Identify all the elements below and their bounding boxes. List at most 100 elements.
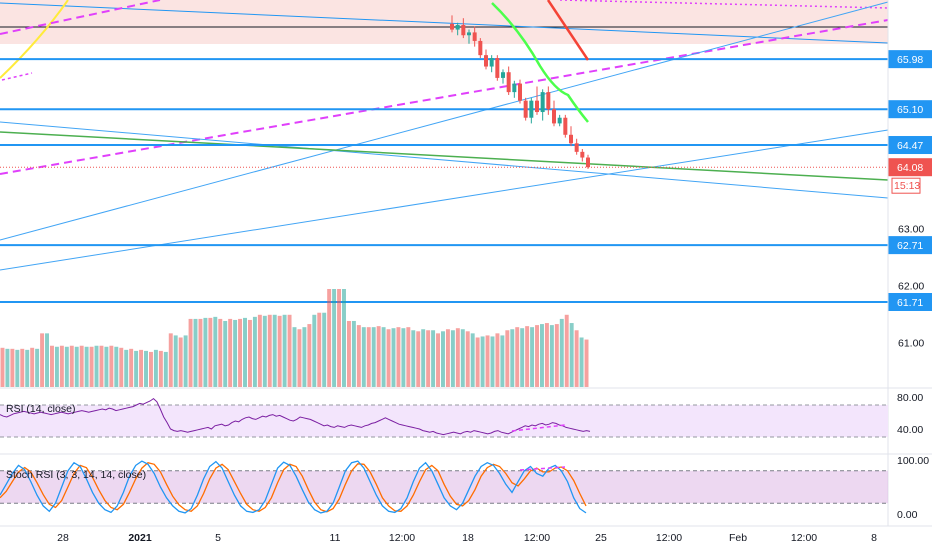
volume-bar <box>203 317 208 387</box>
time-tick-label: 12:00 <box>389 532 415 544</box>
blue-ray-2[interactable] <box>0 129 889 271</box>
volume-bar <box>396 327 401 387</box>
volume-bar <box>5 348 10 387</box>
stoch-d-line[interactable] <box>0 461 587 513</box>
volume-bar <box>465 331 470 387</box>
candle[interactable] <box>580 149 585 162</box>
candle[interactable] <box>523 97 528 121</box>
volume-bar <box>193 318 198 387</box>
volume-bar <box>426 330 431 387</box>
price-pane[interactable] <box>0 0 889 387</box>
stoch-k-line[interactable] <box>0 460 587 514</box>
zone-trendline[interactable] <box>0 2 889 44</box>
candle-body <box>455 25 460 30</box>
blue-ray-1[interactable] <box>0 1 889 241</box>
candle-body <box>563 117 568 135</box>
volume-bar <box>584 339 589 387</box>
candle[interactable] <box>569 126 573 147</box>
volume-bar <box>153 349 158 387</box>
candle-body <box>546 92 551 110</box>
magenta-dashed-stub[interactable] <box>1 72 33 81</box>
volume-bar <box>277 315 282 387</box>
magenta-dashed-upper[interactable] <box>0 0 161 35</box>
rsi-line[interactable] <box>0 397 591 436</box>
candle-body <box>574 143 579 152</box>
rsi-pane[interactable]: RSI (14, close) 80.00 40.00 <box>0 392 923 438</box>
volume-bar <box>510 329 515 387</box>
rsi-divergence-line[interactable] <box>511 424 566 432</box>
ema-red-line[interactable] <box>546 0 590 61</box>
volume-histogram <box>0 289 589 387</box>
candle[interactable] <box>506 66 511 95</box>
candle-body <box>506 72 511 93</box>
volume-bar <box>208 317 213 387</box>
candle[interactable] <box>574 138 579 155</box>
time-axis[interactable]: 28 2021 5 11 12:00 18 12:00 25 12:00 Feb 12:00 8 <box>57 532 877 544</box>
volume-bar <box>267 314 272 387</box>
level-tag-label: 65.10 <box>897 104 923 116</box>
candle[interactable] <box>540 89 545 121</box>
volume-bar <box>322 312 327 387</box>
candle[interactable] <box>586 154 590 169</box>
stoch-divergence-line[interactable] <box>519 466 566 471</box>
candle[interactable] <box>489 55 494 73</box>
volume-bar <box>89 346 94 387</box>
volume-bar <box>441 331 445 387</box>
volume-bar <box>30 347 35 387</box>
time-tick-label: 8 <box>871 532 877 544</box>
rsi-tick-label: 80.00 <box>897 392 923 404</box>
candle[interactable] <box>495 55 500 81</box>
candle[interactable] <box>546 86 551 115</box>
green-trendline[interactable] <box>0 131 889 181</box>
magenta-dashed-channel[interactable] <box>0 19 889 175</box>
candle[interactable] <box>450 15 454 33</box>
price-axis[interactable]: 63.00 62.00 61.00 65.98 65.10 64.47 62.71 61.7… <box>888 50 932 349</box>
volume-bar <box>109 345 114 387</box>
candle[interactable] <box>461 18 466 39</box>
candle[interactable] <box>478 38 483 58</box>
candle-body <box>518 83 522 101</box>
level-tag-bg <box>888 136 932 155</box>
volume-bar <box>119 347 124 387</box>
candle-body <box>512 83 517 93</box>
candle[interactable] <box>501 69 505 84</box>
candle-body <box>489 58 494 67</box>
candle[interactable] <box>552 100 556 127</box>
candle[interactable] <box>518 79 522 104</box>
time-tick-label: Feb <box>729 532 747 544</box>
candle[interactable] <box>557 114 562 127</box>
yellow-curve[interactable] <box>0 0 69 79</box>
volume-bar <box>252 316 257 387</box>
volume-bar <box>540 324 544 387</box>
candlesticks[interactable] <box>450 15 590 169</box>
stoch-rsi-pane[interactable]: Stoch RSI (3, 3, 14, 14, close) 100.00 0.… <box>0 455 929 521</box>
time-tick-label: 2021 <box>128 532 152 544</box>
candle-body <box>484 55 488 67</box>
rsi-label: RSI (14, close) <box>6 403 75 415</box>
volume-bar <box>495 333 500 387</box>
volume-bar <box>287 314 292 387</box>
candle[interactable] <box>467 29 471 44</box>
candle[interactable] <box>529 97 534 124</box>
volume-bar <box>59 345 64 387</box>
level-tag-bg <box>888 100 932 119</box>
volume-bar <box>104 346 109 387</box>
candle[interactable] <box>535 86 539 115</box>
horizontal-levels[interactable] <box>0 58 888 303</box>
last-price-label: 64.08 <box>897 162 923 174</box>
volume-bar <box>228 318 233 387</box>
volume-bar <box>114 346 119 387</box>
ema-green-curve[interactable] <box>491 2 589 123</box>
volume-bar <box>188 318 193 387</box>
candle[interactable] <box>563 114 568 138</box>
candle[interactable] <box>455 22 460 36</box>
volume-bar <box>574 330 579 387</box>
volume-bar <box>163 351 168 387</box>
candle[interactable] <box>484 49 488 70</box>
volume-bar <box>292 327 297 387</box>
candle[interactable] <box>472 26 477 47</box>
candle[interactable] <box>512 80 517 98</box>
volume-bar <box>173 335 178 387</box>
blue-ray-3[interactable] <box>0 121 889 199</box>
